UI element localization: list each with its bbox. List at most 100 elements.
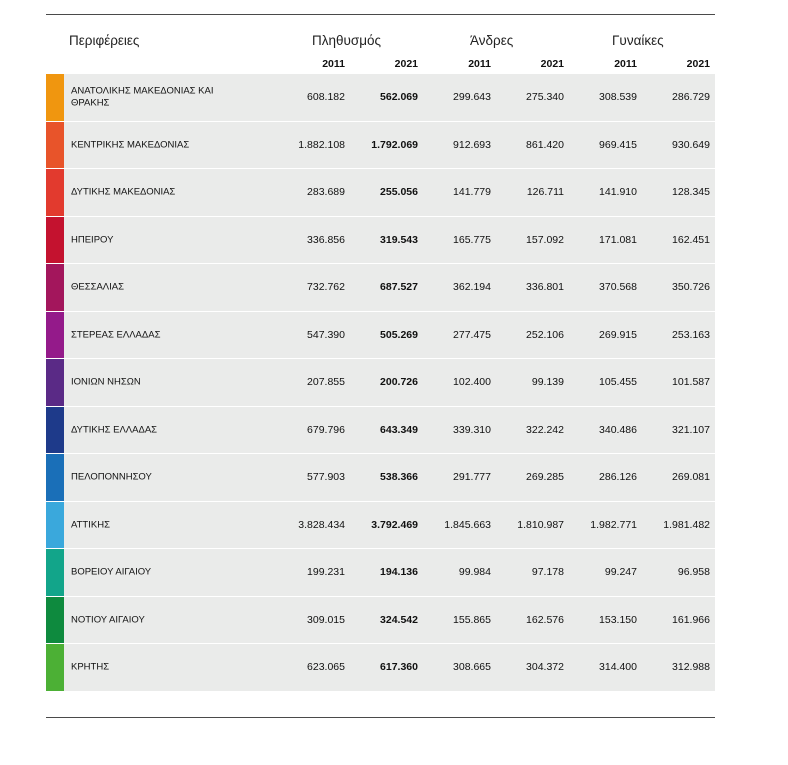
region-color-swatch: [46, 596, 64, 643]
region-name: ΑΝΑΤΟΛΙΚΗΣ ΜΑΚΕΔΟΝΙΑΣ ΚΑΙ ΘΡΑΚΗΣ: [71, 85, 214, 109]
value-cell: 643.349: [380, 423, 418, 436]
value-cell: 141.779: [453, 186, 491, 199]
table-row: ΣΤΕΡΕΑΣ ΕΛΛΑΔΑΣ 547.390 505.269 277.475 252.…: [46, 311, 715, 359]
value-cell: 321.107: [672, 423, 710, 436]
value-cell: 1.845.663: [444, 518, 491, 531]
value-cell: 275.340: [526, 91, 564, 104]
value-cell: 623.065: [307, 661, 345, 674]
table-row: ΔΥΤΙΚΗΣ ΕΛΛΑΔΑΣ 679.796 643.349 339.310 322.…: [46, 406, 715, 454]
region-color-swatch: [46, 406, 64, 453]
value-cell: 1.882.108: [298, 138, 345, 151]
region-color-swatch: [46, 74, 64, 121]
value-cell: 732.762: [307, 281, 345, 294]
value-cell: 97.178: [531, 566, 564, 579]
value-cell: 286.126: [599, 471, 637, 484]
value-cell: 269.081: [672, 471, 710, 484]
value-cell: 269.915: [599, 328, 637, 341]
region-name: ΔΥΤΙΚΗΣ ΕΛΛΑΔΑΣ: [71, 424, 158, 435]
region-color-swatch: [46, 121, 64, 168]
region-color-swatch: [46, 169, 64, 216]
value-cell: 304.372: [526, 661, 564, 674]
value-cell: 336.801: [526, 281, 564, 294]
header-population: Πληθυσμός: [312, 33, 382, 48]
value-cell: 362.194: [453, 281, 491, 294]
population-table: ΑΝΑΤΟΛΙΚΗΣ ΜΑΚΕΔΟΝΙΑΣ ΚΑΙ ΘΡΑΚΗΣ 608.182 5…: [46, 74, 715, 692]
region-name: ΣΤΕΡΕΑΣ ΕΛΛΑΔΑΣ: [71, 329, 161, 340]
table-row: ΘΕΣΣΑΛΙΑΣ 732.762 687.527 362.194 336.801 370…: [46, 264, 715, 312]
value-cell: 200.726: [380, 376, 418, 389]
region-name: ΔΥΤΙΚΗΣ ΜΑΚΕΔΟΝΙΑΣ: [71, 186, 176, 198]
table-row: ΗΠΕΙΡΟΥ 336.856 319.543 165.775 157.092 171.0…: [46, 216, 715, 264]
value-cell: 1.810.987: [517, 518, 564, 531]
table-row: ΔΥΤΙΚΗΣ ΜΑΚΕΔΟΝΙΑΣ 283.689 255.056 141.779 1…: [46, 169, 715, 217]
value-cell: 99.139: [531, 376, 564, 389]
value-cell: 319.543: [380, 233, 418, 246]
region-name: ΗΠΕΙΡΟΥ: [71, 234, 114, 245]
region-color-swatch: [46, 264, 64, 311]
region-name: ΑΤΤΙΚΗΣ: [71, 519, 110, 530]
value-cell: 162.576: [526, 613, 564, 626]
value-cell: 199.231: [307, 566, 345, 579]
header-women: Γυναίκες: [612, 33, 664, 48]
region-color-swatch: [46, 501, 64, 548]
value-cell: 165.775: [453, 233, 491, 246]
region-name: ΙΟΝΙΩΝ ΝΗΣΩΝ: [71, 376, 141, 388]
region-color-swatch: [46, 454, 64, 501]
region-name: ΘΕΣΣΑΛΙΑΣ: [71, 281, 125, 293]
value-cell: 286.729: [672, 91, 710, 104]
value-cell: 126.711: [526, 186, 564, 199]
value-cell: 194.136: [380, 566, 418, 579]
value-cell: 101.587: [672, 376, 710, 389]
value-cell: 969.415: [599, 138, 637, 151]
value-cell: 162.451: [672, 233, 710, 246]
year-men-2011: 2011: [468, 58, 491, 70]
value-cell: 3.792.469: [371, 518, 418, 531]
region-color-swatch: [46, 359, 64, 406]
region-color-swatch: [46, 549, 64, 596]
region-name: ΝΟΤΙΟΥ ΑΙΓΑΙΟΥ: [71, 614, 145, 625]
value-cell: 269.285: [526, 471, 564, 484]
table-row: ΝΟΤΙΟΥ ΑΙΓΑΙΟΥ 309.015 324.542 155.865 162.5…: [46, 596, 715, 644]
value-cell: 277.475: [453, 328, 491, 341]
year-women-2011: 2011: [614, 58, 637, 70]
value-cell: 299.643: [453, 91, 491, 104]
value-cell: 291.777: [453, 471, 491, 484]
value-cell: 1.982.771: [590, 518, 637, 531]
value-cell: 141.910: [599, 186, 637, 199]
value-cell: 336.856: [307, 233, 345, 246]
value-cell: 252.106: [526, 328, 564, 341]
year-women-2021: 2021: [686, 58, 710, 70]
value-cell: 350.726: [672, 281, 710, 294]
table-row: ΚΕΝΤΡΙΚΗΣ ΜΑΚΕΔΟΝΙΑΣ 1.882.108 1.792.069 91…: [46, 121, 715, 169]
value-cell: 105.455: [599, 376, 637, 389]
value-cell: 608.182: [307, 91, 345, 104]
value-cell: 157.092: [526, 233, 564, 246]
table-row: ΚΡΗΤΗΣ 623.065 617.360 308.665 304.372 314.40…: [46, 644, 715, 692]
table-row: ΠΕΛΟΠΟΝΝΗΣΟΥ 577.903 538.366 291.777 269.285…: [46, 454, 715, 502]
region-name: ΒΟΡΕΙΟΥ ΑΙΓΑΙΟΥ: [71, 566, 152, 578]
value-cell: 128.345: [672, 186, 710, 199]
value-cell: 99.984: [458, 566, 491, 579]
value-cell: 153.150: [599, 613, 637, 626]
value-cell: 161.966: [672, 613, 710, 626]
value-cell: 308.665: [453, 661, 491, 674]
value-cell: 547.390: [307, 328, 345, 341]
value-cell: 687.527: [380, 281, 418, 294]
region-name: ΚΡΗΤΗΣ: [71, 661, 110, 673]
value-cell: 171.081: [599, 233, 637, 246]
value-cell: 679.796: [307, 423, 345, 436]
value-cell: 322.242: [526, 423, 564, 436]
value-cell: 370.568: [599, 281, 637, 294]
region-color-swatch: [46, 216, 64, 263]
value-cell: 96.958: [677, 566, 710, 579]
value-cell: 1.981.482: [663, 518, 710, 531]
value-cell: 314.400: [599, 661, 637, 674]
value-cell: 253.163: [672, 328, 710, 341]
value-cell: 930.649: [672, 138, 710, 151]
value-cell: 339.310: [453, 423, 491, 436]
bottom-rule: [46, 717, 715, 718]
header-men: Άνδρες: [470, 33, 514, 48]
value-cell: 99.247: [604, 566, 637, 579]
value-cell: 308.539: [599, 91, 637, 104]
region-name: ΠΕΛΟΠΟΝΝΗΣΟΥ: [71, 471, 152, 483]
